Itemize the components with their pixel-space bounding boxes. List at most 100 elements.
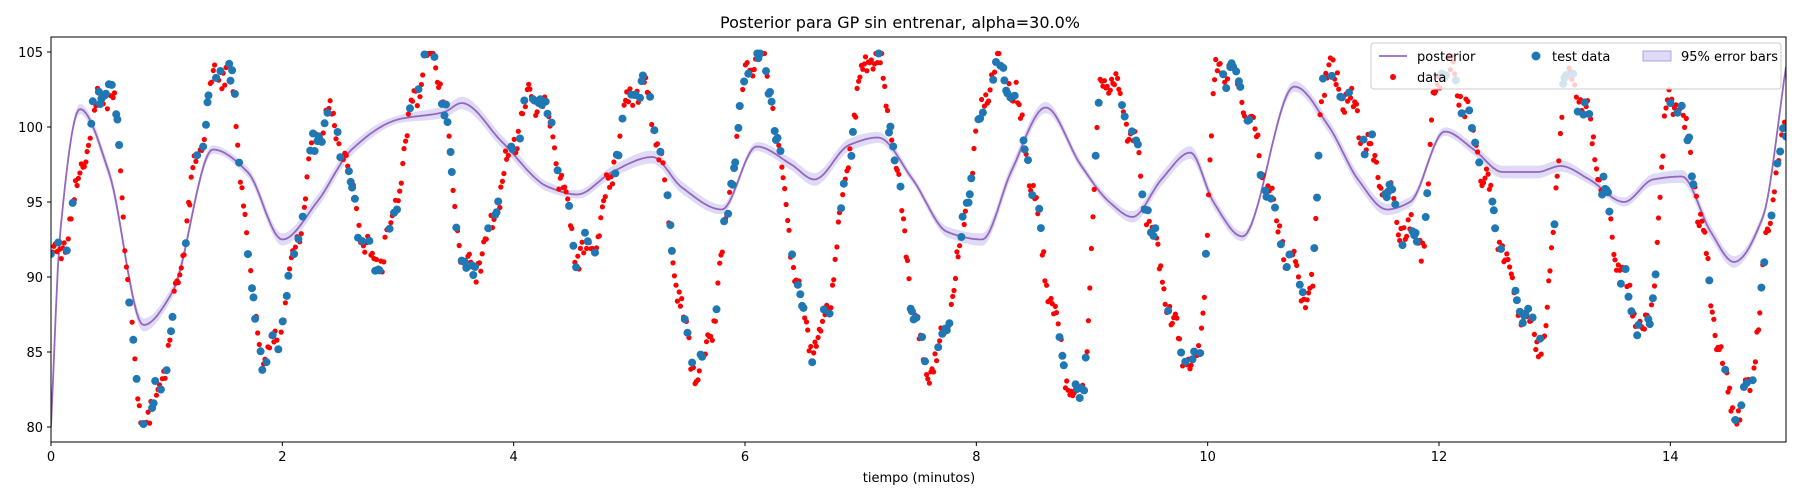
test-data-point xyxy=(443,118,452,127)
data-point xyxy=(167,337,173,343)
test-data-point xyxy=(226,76,235,85)
test-data-point xyxy=(999,63,1008,72)
data-point xyxy=(1543,323,1549,329)
data-point xyxy=(437,81,443,87)
test-data-point xyxy=(1282,263,1291,271)
data-point xyxy=(1773,170,1779,176)
data-point xyxy=(627,86,633,92)
x-tick-label: 0 xyxy=(47,450,55,465)
data-point xyxy=(1317,112,1323,118)
data-point xyxy=(584,245,590,251)
test-data-point xyxy=(484,224,493,233)
test-data-point xyxy=(712,305,721,314)
data-point xyxy=(1302,305,1309,311)
data-point xyxy=(679,296,685,302)
data-point xyxy=(1169,320,1175,326)
data-point xyxy=(1091,186,1097,192)
data-point xyxy=(1378,185,1384,191)
data-point xyxy=(1354,108,1360,114)
test-data-point xyxy=(1024,156,1032,165)
test-data-point xyxy=(796,290,805,299)
test-data-point xyxy=(492,208,501,217)
data-point xyxy=(973,128,979,134)
data-point xyxy=(860,66,866,72)
data-point xyxy=(188,174,194,180)
test-data-point xyxy=(162,366,171,375)
data-point xyxy=(559,172,565,178)
data-point xyxy=(845,165,852,171)
data-point xyxy=(779,164,785,170)
test-data-point xyxy=(724,209,733,218)
test-data-point xyxy=(88,97,97,106)
data-point xyxy=(1053,310,1060,316)
data-point xyxy=(1326,62,1332,68)
data-point xyxy=(1042,278,1048,284)
data-points xyxy=(51,50,1786,427)
test-data-point xyxy=(1776,147,1785,156)
data-point xyxy=(1123,121,1129,127)
data-point xyxy=(932,351,938,357)
test-data-point xyxy=(1687,172,1696,181)
data-point xyxy=(1294,262,1300,268)
data-point xyxy=(282,300,288,306)
data-point xyxy=(1709,309,1715,315)
test-data-point xyxy=(1164,306,1173,315)
test-data-point xyxy=(1075,394,1084,402)
data-point xyxy=(1486,186,1492,192)
data-point xyxy=(515,128,521,134)
data-point xyxy=(621,102,627,108)
data-point xyxy=(343,152,349,158)
data-point xyxy=(353,205,360,212)
data-point xyxy=(776,142,782,148)
data-point xyxy=(1765,228,1772,234)
test-data-point xyxy=(235,158,244,167)
data-point xyxy=(715,280,721,286)
data-point xyxy=(1609,234,1615,240)
data-point xyxy=(1611,251,1617,258)
test-data-point xyxy=(101,89,110,98)
test-data-point xyxy=(1319,74,1327,83)
test-data-point xyxy=(440,111,449,120)
data-point xyxy=(1330,57,1336,63)
test-data-point xyxy=(793,280,802,289)
test-data-point xyxy=(430,52,439,61)
data-point xyxy=(1708,303,1714,309)
data-point xyxy=(84,149,90,155)
data-point xyxy=(937,338,943,344)
test-data-point xyxy=(1624,292,1633,301)
data-point xyxy=(818,328,824,334)
data-point xyxy=(1756,327,1762,333)
data-point xyxy=(1548,245,1555,251)
test-data-point xyxy=(156,385,165,394)
test-data-point xyxy=(942,326,951,335)
test-data-point xyxy=(1491,224,1500,233)
data-point xyxy=(1309,271,1315,277)
data-point xyxy=(1277,223,1283,229)
data-point xyxy=(1208,133,1214,139)
data-point xyxy=(119,195,125,201)
data-point xyxy=(110,95,116,101)
test-data-point xyxy=(323,108,332,117)
test-data-point xyxy=(125,298,134,307)
test-data-point xyxy=(1149,231,1158,240)
test-data-point xyxy=(773,133,782,142)
test-data-point xyxy=(1188,355,1197,364)
test-data-point xyxy=(762,67,770,76)
data-point xyxy=(1391,195,1397,202)
data-point xyxy=(1162,301,1168,307)
test-data-point xyxy=(225,59,234,68)
data-point xyxy=(287,266,293,272)
test-data-point xyxy=(54,238,63,247)
data-point xyxy=(806,348,812,354)
data-point xyxy=(1161,286,1167,292)
test-data-point xyxy=(581,228,589,237)
data-point xyxy=(1217,61,1223,67)
data-point xyxy=(1770,197,1776,203)
test-data-point xyxy=(646,92,655,101)
data-point xyxy=(924,372,930,378)
data-point xyxy=(1336,86,1342,92)
data-point xyxy=(403,138,409,144)
data-point xyxy=(1725,389,1731,395)
test-data-point xyxy=(1058,351,1067,360)
test-data-point xyxy=(1232,67,1241,76)
